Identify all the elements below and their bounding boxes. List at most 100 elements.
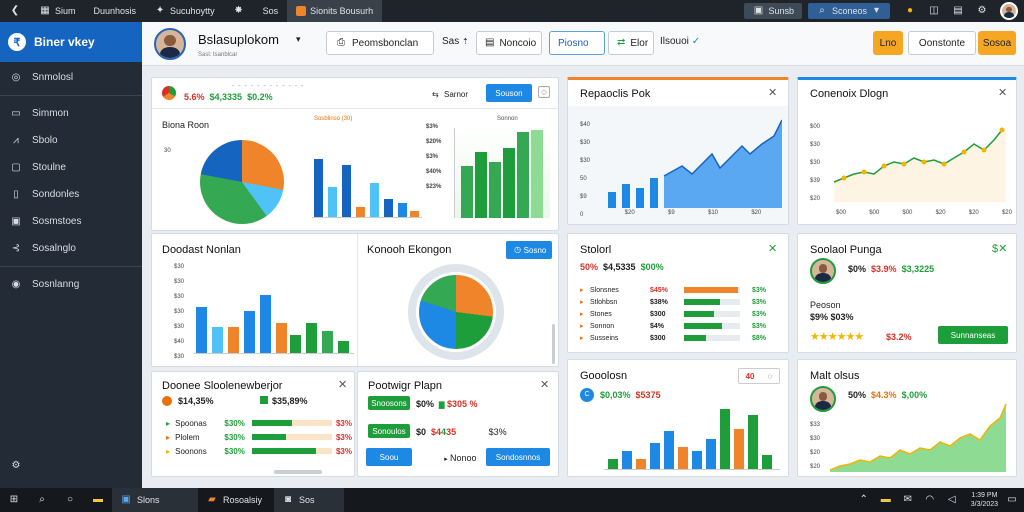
- bottom2-row1-button[interactable]: Snoosons: [368, 396, 410, 410]
- header-button-sosoa[interactable]: Sosoa: [978, 31, 1016, 55]
- donut-sosno-button[interactable]: ◷ Sosno: [506, 241, 552, 259]
- topbar-item-flame[interactable]: ✸: [224, 0, 254, 22]
- sidebar-item-sondonles[interactable]: ▯ Sondonles: [0, 181, 142, 208]
- document-icon: ▤: [485, 37, 495, 48]
- taskbar-app-sos[interactable]: ◙ Sos: [274, 488, 344, 512]
- sidebar-settings-button[interactable]: ⚙: [10, 460, 22, 472]
- sales-row[interactable]: ▸ Sonnon $4% $3%: [580, 320, 786, 332]
- rating-close-icon[interactable]: $✕: [992, 243, 1008, 255]
- panel-green-line: Conenoix Dlogn ✕ $00 $30 $30 $39 $20 $00…: [797, 77, 1017, 225]
- overview-options-icon[interactable]: ◌: [538, 86, 550, 98]
- green-line-area: [834, 128, 1006, 202]
- overview-souson-button[interactable]: Souson: [486, 84, 532, 102]
- header-link-sas[interactable]: Sas ⇡: [442, 36, 469, 47]
- sales-row[interactable]: ▸ Stlohbsn $38% $3%: [580, 296, 786, 308]
- sales-row[interactable]: ▸ Slonsnes $45% $3%: [580, 284, 786, 296]
- row-label: Stones: [590, 310, 612, 318]
- sidebar-item-stoulne[interactable]: ▢ Stoulne: [11, 161, 66, 173]
- taskbar-folder[interactable]: ▬: [84, 488, 112, 512]
- overview-filter-icon[interactable]: ⇆: [432, 90, 439, 99]
- donut-bar-chart: [194, 264, 354, 354]
- bell-icon[interactable]: ◫: [929, 5, 939, 16]
- title-dropdown-icon[interactable]: ▾: [296, 34, 301, 44]
- bars3-bar: [322, 331, 333, 353]
- bars2-bar: [517, 132, 529, 218]
- back-button[interactable]: ❮: [0, 0, 30, 22]
- sales-close-icon[interactable]: ✕: [768, 243, 778, 255]
- taskbar-app-rosoalsiy[interactable]: ▰ Rosoalsiy: [198, 488, 274, 512]
- sidebar-item-snmolosl[interactable]: ◎ Snmolosl: [11, 71, 74, 83]
- bars4-bar: [734, 429, 744, 469]
- page-subtitle: Sasl: tsanblcar: [198, 52, 238, 58]
- header-button-noncoio[interactable]: ▤ Noncoio: [476, 31, 542, 55]
- arrow-icon: ▸: [444, 456, 448, 463]
- folder-icon[interactable]: ▤: [953, 5, 963, 16]
- bottom2-sondosnnos-button[interactable]: Sondosnnos: [486, 448, 550, 466]
- settings-icon[interactable]: ⚙: [977, 5, 987, 16]
- topbar-tab-active[interactable]: Sionits Bousurh: [287, 0, 383, 22]
- sidebar-item-simmon[interactable]: ▭ Simmon: [11, 107, 69, 119]
- header-link-ilsouoi[interactable]: Ilsouoi ✓: [660, 36, 701, 47]
- bottom2-row2-button[interactable]: Sonoulos: [368, 424, 410, 438]
- topbar-item-sos[interactable]: Sos: [262, 6, 279, 16]
- bars4-bar: [622, 451, 632, 469]
- bottom1-row[interactable]: ▸ Plolem $30% $3%: [166, 430, 352, 444]
- overview-sarnor-link[interactable]: Sarnor: [444, 90, 469, 99]
- rating-value: $9% $03%: [810, 312, 854, 322]
- bottom1-row[interactable]: ▸ Soonons $30% $3%: [166, 444, 352, 458]
- taskbar-task-view[interactable]: ○: [56, 488, 84, 512]
- sales-row[interactable]: ▸ Stones $300 $3%: [580, 308, 786, 320]
- brand[interactable]: ₹ Biner vkey: [0, 22, 142, 62]
- header-button-primary[interactable]: ⎙ Peomsbonclan: [326, 31, 434, 55]
- topbar-button-sunsb[interactable]: ▣ Sunsb: [744, 3, 802, 19]
- bottom4-title: Malt olsus: [810, 370, 860, 382]
- flag-icon[interactable]: ●: [906, 5, 914, 16]
- reports-close-icon[interactable]: ✕: [768, 87, 778, 99]
- bottom1-scrollbar[interactable]: [274, 470, 322, 474]
- sales-row[interactable]: ▸ Susseins $300 $8%: [580, 332, 786, 344]
- topbar-item-duunhosis[interactable]: Duunhosis: [93, 6, 137, 16]
- header-button-lno[interactable]: Lno: [873, 31, 903, 55]
- bottom1-close-icon[interactable]: ✕: [338, 379, 348, 391]
- bars2-bar: [475, 152, 487, 218]
- bottom1-row[interactable]: ▸ Spoonas $30% $3%: [166, 416, 352, 430]
- row-label: Spoonas: [175, 418, 207, 428]
- taskbar-clock[interactable]: 1:39 PM 3/3/2023: [970, 492, 998, 508]
- user-avatar[interactable]: [154, 28, 186, 60]
- taskbar-search[interactable]: ⌕: [28, 488, 56, 512]
- bottom2-soou-button[interactable]: Soou: [366, 448, 412, 466]
- panel-rating: Soolaol Punga $✕ $0% $3.9% $3,3225 Peoso…: [797, 233, 1017, 353]
- tray-up-icon[interactable]: ⌃: [859, 494, 868, 505]
- donut-scrollbar[interactable]: [552, 324, 555, 364]
- bars4-bar: [650, 443, 660, 469]
- sidebar-item-sosalnglo[interactable]: ⊰ Sosalnglo: [11, 242, 76, 254]
- green-line-close-icon[interactable]: ✕: [998, 87, 1008, 99]
- bottom2-close-icon[interactable]: ✕: [540, 379, 550, 391]
- header-button-oonstonte[interactable]: Oonstonte: [908, 31, 976, 55]
- sidebar-item-sosmstoes[interactable]: ▣ Sosmstoes: [11, 215, 82, 227]
- bottom3-badge[interactable]: 40 ◌: [738, 368, 780, 384]
- wifi-icon[interactable]: ◠: [925, 494, 935, 505]
- bars4-bar: [748, 415, 758, 469]
- row-bar: [684, 299, 740, 305]
- topbar-avatar[interactable]: [1000, 2, 1018, 20]
- start-button[interactable]: ⊞: [0, 488, 28, 512]
- sidebar-item-sosnlanng[interactable]: ◉ Sosnlanng: [11, 278, 80, 290]
- volume-icon[interactable]: ◁: [947, 494, 956, 505]
- bars1-bar: [342, 165, 351, 217]
- notification-icon[interactable]: ▭: [1007, 494, 1017, 505]
- bars2-bar: [461, 166, 473, 218]
- panel-bottom-1: Doonee Sloolenewberjor ✕ $14,35% $35,89%…: [151, 371, 355, 477]
- header-button-elor[interactable]: ⇄ Elor: [608, 31, 654, 55]
- tray-folder-icon[interactable]: ▬: [880, 494, 891, 505]
- topbar-item-sucuhoytty[interactable]: ✦ Sucuhoytty: [155, 5, 215, 17]
- sales-title: Stolorl: [580, 244, 612, 256]
- donut-panel-divider: [357, 234, 358, 366]
- topbar-button-sconeos[interactable]: ⌕ Sconeos ▾: [808, 3, 890, 19]
- tray-mail-icon[interactable]: ✉: [903, 494, 912, 505]
- header-button-piosno[interactable]: Piosno: [549, 31, 605, 55]
- topbar-item-sium[interactable]: ▦ Sium: [40, 5, 76, 17]
- sidebar-item-sbolo[interactable]: ⩘ Sbolo: [0, 127, 142, 154]
- taskbar-app-slons[interactable]: ▣ Slons: [112, 488, 198, 512]
- rating-sunnanseas-button[interactable]: Sunnanseas: [938, 326, 1008, 344]
